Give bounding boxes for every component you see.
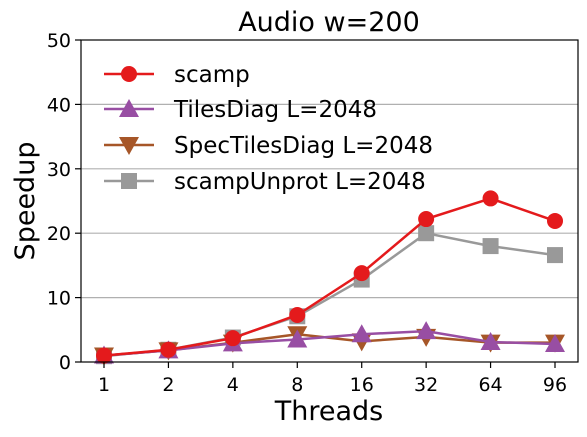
data-point-3-5 <box>418 225 435 242</box>
legend-entry-1: TilesDiag L=2048 <box>104 97 377 123</box>
x-tick-label-6: 64 <box>478 374 502 396</box>
data-point-1-3 <box>287 329 308 348</box>
x-axis-ticks: 1 2 4 8 16 32 64 96 <box>98 362 567 396</box>
x-tick-label-3: 8 <box>291 374 303 396</box>
legend: scamp TilesDiag L=2048 SpecTilesDiag L=204… <box>104 62 433 195</box>
legend-label-3: scampUnprot L=2048 <box>174 169 426 195</box>
series-line-0 <box>103 197 556 357</box>
x-tick-label-1: 2 <box>162 374 174 396</box>
chart-title: Audio w=200 <box>238 7 420 38</box>
x-tick-label-4: 16 <box>350 374 374 396</box>
data-point-3-6 <box>482 238 499 255</box>
y-tick-label-5: 50 <box>47 30 71 52</box>
legend-marker-3 <box>121 173 137 189</box>
x-tick-label-2: 4 <box>227 374 239 396</box>
series-layer <box>94 190 565 366</box>
x-tick-label-5: 32 <box>414 374 438 396</box>
data-point-0-5 <box>418 211 435 228</box>
data-point-0-4 <box>353 265 370 282</box>
data-point-1-5 <box>416 321 437 340</box>
data-point-1-7 <box>545 333 565 352</box>
legend-entry-2: SpecTilesDiag L=2048 <box>104 133 433 159</box>
data-point-1-6 <box>480 332 501 351</box>
legend-entry-3: scampUnprot L=2048 <box>104 169 426 195</box>
data-point-0-3 <box>289 306 306 323</box>
data-point-0-1 <box>160 341 177 358</box>
y-tick-label-1: 10 <box>47 288 71 310</box>
data-point-0-2 <box>224 330 241 347</box>
x-tick-label-0: 1 <box>98 374 110 396</box>
y-tick-label-3: 30 <box>47 159 71 181</box>
data-point-3-7 <box>547 247 563 264</box>
legend-entry-0: scamp <box>104 62 250 88</box>
y-axis-label: Speedup <box>10 142 41 261</box>
y-axis-ticks: 0 10 20 30 40 50 <box>47 30 81 374</box>
y-tick-label-4: 40 <box>47 94 71 116</box>
legend-marker-0 <box>121 66 137 82</box>
series-0 <box>96 190 563 364</box>
data-point-1-4 <box>351 324 372 343</box>
y-tick-label-2: 20 <box>47 223 71 245</box>
data-point-0-6 <box>482 190 499 207</box>
legend-marker-1 <box>119 99 139 117</box>
legend-label-1: TilesDiag L=2048 <box>173 97 377 123</box>
y-tick-label-0: 0 <box>59 352 71 374</box>
x-axis-label: Threads <box>274 396 383 427</box>
x-tick-label-7: 96 <box>543 374 567 396</box>
series-line-1 <box>103 329 556 357</box>
data-point-0-7 <box>547 212 563 229</box>
plot-frame <box>80 39 579 363</box>
data-point-0-0 <box>96 347 112 364</box>
legend-marker-2 <box>119 137 139 155</box>
legend-label-2: SpecTilesDiag L=2048 <box>174 133 433 159</box>
legend-label-0: scamp <box>174 62 250 88</box>
